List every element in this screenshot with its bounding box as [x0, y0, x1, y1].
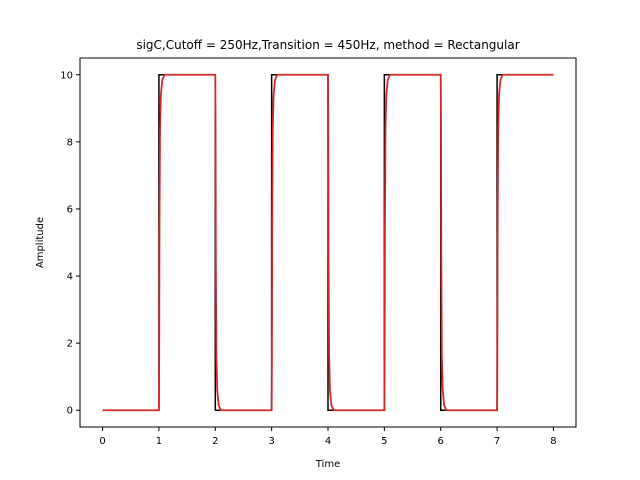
y-tick-label: 4	[67, 272, 73, 283]
x-tick-label: 5	[381, 436, 387, 447]
y-axis: 0 2 4 6 8 10	[60, 70, 80, 417]
x-axis-label: Time	[315, 459, 340, 470]
y-tick-label: 2	[67, 339, 73, 350]
x-tick-label: 8	[550, 436, 556, 447]
y-tick-label: 0	[67, 406, 73, 417]
x-tick-label: 7	[494, 436, 500, 447]
y-tick-label: 10	[60, 70, 73, 81]
x-tick-label: 4	[325, 436, 331, 447]
x-tick-label: 1	[156, 436, 162, 447]
x-tick-label: 6	[438, 436, 444, 447]
chart-title: sigC,Cutoff = 250Hz,Transition = 450Hz, …	[136, 38, 519, 52]
y-axis-label: Amplitude	[35, 217, 46, 268]
series-line-2	[102, 73, 554, 412]
x-axis: 0 1 2 3 4 5 6 7 8	[99, 427, 557, 447]
y-tick-label: 8	[67, 137, 73, 148]
x-tick-label: 2	[212, 436, 218, 447]
y-tick-label: 6	[67, 204, 73, 215]
series-layer	[102, 73, 554, 412]
x-tick-label: 3	[268, 436, 274, 447]
x-tick-label: 0	[99, 436, 105, 447]
